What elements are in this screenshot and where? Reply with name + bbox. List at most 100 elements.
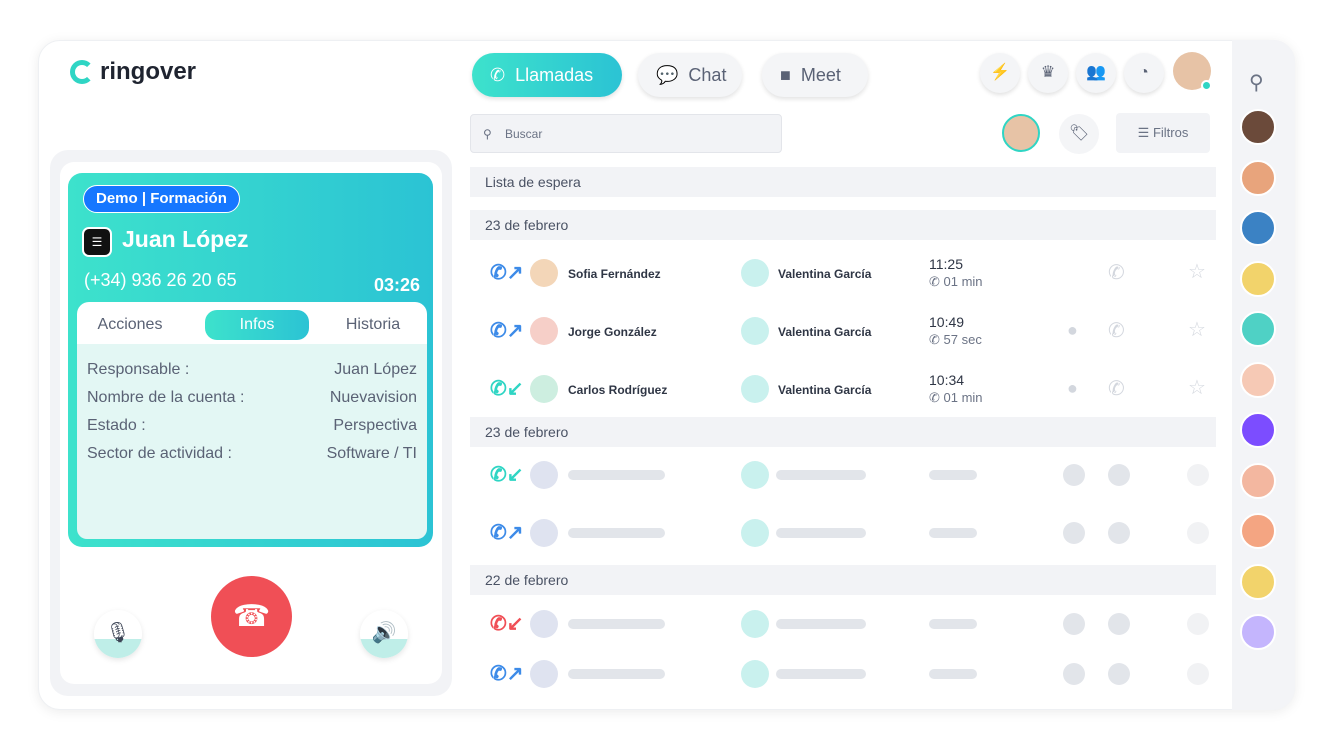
stats-icon[interactable]: ◔ [1124,53,1164,93]
speaker-icon: 🔊 [371,622,397,644]
phone-icon: ✆ [929,332,944,347]
contact-avatar[interactable] [1240,159,1276,196]
contact-avatar[interactable] [1240,361,1276,398]
filter-label: Filtros [1152,125,1189,140]
phone-icon: ✆ [929,274,944,289]
skeleton-dot [1108,613,1130,635]
contact-avatar[interactable] [1240,210,1276,246]
phone-icon: ✆ [929,390,944,405]
contact-avatar[interactable] [1240,260,1276,297]
info-row: Nombre de la cuenta : Nuevavision [87,384,417,412]
online-status [1201,80,1212,91]
search-input[interactable]: ⚲ Buscar [470,114,782,153]
call-time: 10:34 [929,372,965,388]
info-value: Perspectiva [333,417,417,434]
agent-name: Valentina García [778,383,872,397]
phone-icon: ✆ [490,64,506,85]
call-duration: ✆ 57 sec [929,332,982,348]
info-value: Software / TI [326,445,417,462]
chat-icon[interactable]: ● [1067,320,1078,340]
info-value: Nuevavision [329,389,417,406]
skeleton-dot [1063,464,1085,486]
video-icon: ■ [780,64,791,85]
chat-icon: 💬 [656,64,679,85]
tab-infos[interactable]: Infos [205,310,309,340]
info-panel: Responsable : Juan López Nombre de la cuen… [77,344,427,539]
tab-acciones[interactable]: Acciones [97,316,163,333]
date-header: 22 de febrero [470,565,1216,595]
call-time: 11:25 [929,256,963,272]
info-key: Estado : [87,417,146,434]
call-row-placeholder[interactable]: ✆↗ [470,508,1216,558]
hangup-button[interactable]: ☎ [211,576,292,657]
team-icon[interactable]: 👥 [1076,53,1116,93]
contact-avatar[interactable] [1240,513,1276,549]
call-back-icon[interactable]: ✆ [1108,320,1125,342]
call-tabs: Acciones Infos Historia [77,302,427,344]
star-icon[interactable]: ☆ [1188,377,1206,399]
tab-historia[interactable]: Historia [345,316,401,333]
contact-avatar[interactable] [1240,614,1276,650]
call-row[interactable]: ✆↗ Sofia Fernández Valentina García 11:2… [470,248,1216,298]
contact-avatar [530,317,558,345]
contact-avatar[interactable] [1240,109,1276,145]
microphone-button[interactable]: 🎙 [94,610,142,658]
tab-label: Chat [688,64,727,85]
call-row-placeholder[interactable]: ✆↙ [470,599,1216,649]
speaker-button[interactable]: 🔊 [360,610,408,658]
skeleton-dot [1063,613,1085,635]
tag-icon[interactable]: 🏷 [1059,114,1099,154]
call-row[interactable]: ✆↙ Carlos Rodríguez Valentina García 10:… [470,364,1216,414]
crown-icon[interactable]: ♛ [1028,53,1068,93]
filter-icon: ☰ [1137,125,1153,140]
contact-avatar [530,461,558,489]
call-row-placeholder[interactable]: ✆↗ [470,649,1216,699]
tab-meet[interactable]: ■ Meet [762,53,868,97]
skeleton-dot [1108,464,1130,486]
outgoing-call-icon: ✆↗ [490,522,524,544]
date-header: 23 de febrero [470,210,1216,240]
logo: ringover [70,58,196,86]
contact-avatar[interactable] [1240,462,1276,499]
skeleton-text [568,669,665,679]
contact-avatar[interactable] [1240,563,1276,600]
chat-icon[interactable]: ● [1067,378,1078,398]
star-icon[interactable]: ☆ [1188,261,1206,283]
call-row-placeholder[interactable]: ✆↙ [470,450,1216,500]
agent-avatar [741,519,769,547]
tab-chat[interactable]: 💬 Chat [638,53,742,97]
skeleton-dot [1187,522,1209,544]
contact-avatar [530,610,558,638]
info-row: Responsable : Juan López [87,356,417,384]
star-icon[interactable]: ☆ [1188,319,1206,341]
skeleton-text [929,619,977,629]
search-icon[interactable]: ⚲ [1249,72,1264,94]
call-duration: ✆ 01 min [929,274,983,290]
contact-name: Sofia Fernández [568,267,661,281]
duration-value: 01 min [943,274,983,289]
incoming-call-icon: ✆↙ [490,464,524,486]
call-back-icon[interactable]: ✆ [1108,262,1125,284]
tab-label: Meet [800,64,841,85]
agent-avatar [741,461,769,489]
lightning-icon[interactable]: ⚡ [980,53,1020,93]
skeleton-text [568,470,665,480]
hangup-icon: ☎ [232,600,271,633]
skeleton-dot [1187,663,1209,685]
contact-avatar[interactable] [1240,311,1276,347]
agent-filter-avatar[interactable] [1002,114,1040,152]
info-key: Responsable : [87,361,190,378]
info-row: Sector de actividad : Software / TI [87,440,417,468]
contact-avatar[interactable] [1240,412,1276,448]
skeleton-dot [1063,663,1085,685]
call-back-icon[interactable]: ✆ [1108,378,1125,400]
filter-button[interactable]: ☰ Filtros [1116,113,1210,153]
contact-phone: (+34) 936 26 20 65 [84,270,237,290]
call-time: 10:49 [929,314,965,330]
skeleton-text [776,669,866,679]
agent-avatar [741,610,769,638]
incoming-call-icon: ✆↙ [490,378,524,400]
tab-llamadas[interactable]: ✆ Llamadas [472,53,622,97]
call-row[interactable]: ✆↗ Jorge González Valentina García 10:49… [470,306,1216,356]
agent-name: Valentina García [778,267,872,281]
